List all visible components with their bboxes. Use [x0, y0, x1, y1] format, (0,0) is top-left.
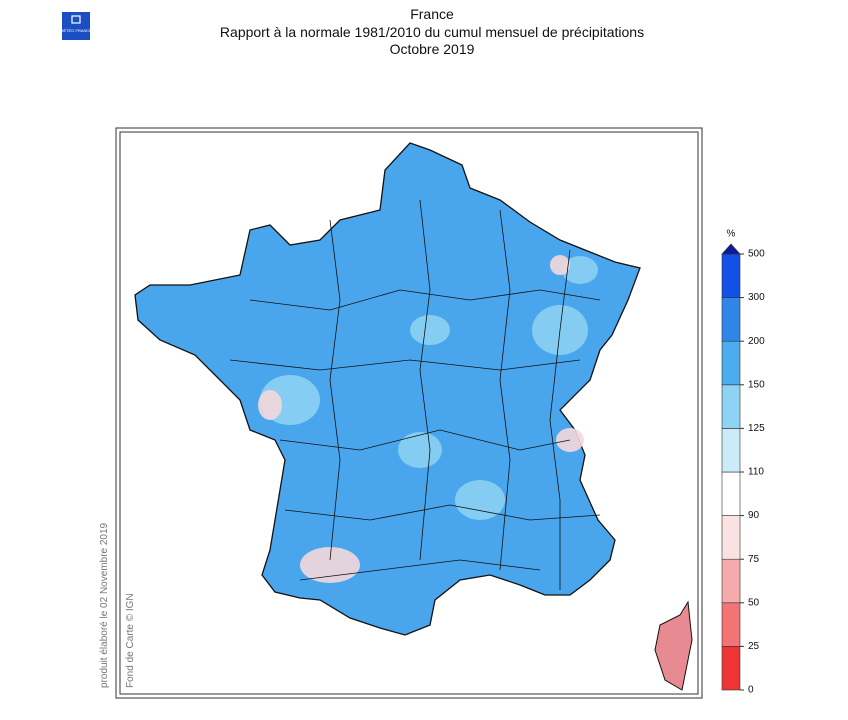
legend-bin	[721, 515, 741, 560]
legend-bin	[721, 340, 741, 386]
legend-bin	[721, 253, 741, 298]
legend-label: 500	[748, 249, 765, 260]
legend-bin	[721, 602, 741, 647]
legend: % 0 25 50 75 90 110 125 150 200 300 500	[721, 229, 765, 696]
legend-bin	[721, 428, 741, 473]
map-dry-patches	[258, 255, 584, 583]
basemap-credit: Fond de Carte © IGN	[125, 593, 136, 688]
subtitle: Rapport à la normale 1981/2010 du cumul …	[220, 24, 644, 40]
legend-label: 300	[748, 292, 765, 303]
legend-bin	[721, 558, 741, 604]
department-borders	[229, 199, 601, 590]
legend-label: 75	[748, 554, 760, 565]
france-mainland	[134, 142, 641, 636]
legend-label: 50	[748, 597, 760, 608]
legend-label: 125	[748, 423, 765, 434]
corsica	[654, 600, 693, 691]
legend-bin	[721, 646, 741, 691]
legend-over	[721, 243, 741, 255]
subtitle: Octobre 2019	[390, 41, 475, 57]
legend-bin	[721, 471, 741, 516]
map	[134, 142, 693, 691]
legend-unit: %	[727, 229, 736, 240]
logo	[62, 12, 90, 40]
logo-text: MÉTÉO FRANCE	[60, 28, 92, 33]
map-frame	[115, 127, 703, 699]
legend-label: 150	[748, 379, 765, 390]
production-date: produit élaboré le 02 Novembre 2019	[99, 522, 110, 688]
map-frame-inner	[119, 131, 699, 695]
legend-label: 110	[748, 467, 764, 478]
logo-icon	[71, 15, 81, 24]
legend-label: 0	[748, 685, 754, 696]
legend-bin	[721, 384, 741, 429]
title: France	[410, 6, 454, 22]
legend-bin	[721, 297, 741, 342]
legend-label: 25	[748, 641, 760, 652]
legend-label: 200	[748, 336, 765, 347]
legend-label: 90	[748, 510, 760, 521]
